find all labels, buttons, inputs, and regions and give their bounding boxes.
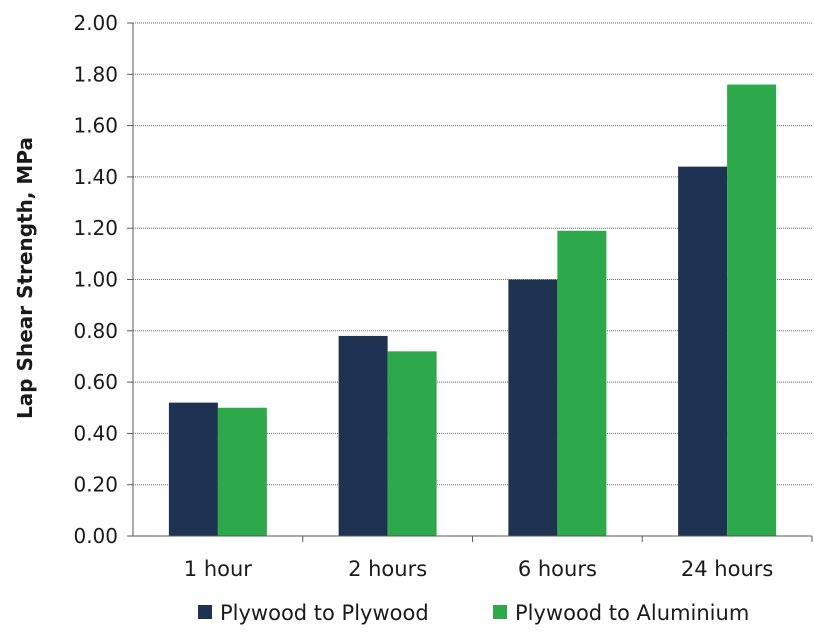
axes [127,22,813,542]
legend-swatch [198,605,212,619]
bar-plywood-to-plywood-1-hour [168,402,218,536]
y-tick-label: 0.60 [73,370,118,394]
y-tick-label: 1.60 [73,114,118,138]
bar-plywood-to-plywood-24-hours [678,166,728,536]
y-tick-label: 2.00 [73,11,118,35]
bar-plywood-to-plywood-2-hours [338,335,388,536]
y-tick-label: 1.40 [73,165,118,189]
bar-plywood-to-plywood-6-hours [508,279,558,536]
bars [168,84,777,536]
x-tick-labels: 1 hour 2 hours 6 hours 24 hours [184,557,774,581]
legend: Plywood to Plywood Plywood to Aluminium [198,601,749,625]
y-tick-label: 1.20 [73,216,118,240]
y-tick-labels: 0.00 0.20 0.40 0.60 0.80 1.00 1.20 1.40 1.60 1.80… [73,11,118,548]
legend-label: Plywood to Aluminium [515,601,749,625]
y-axis-label: Lap Shear Strength, MPa [13,137,37,419]
y-tick-label: 0.40 [73,421,118,445]
y-tick-label: 1.00 [73,268,118,292]
x-tick-label: 6 hours [518,557,597,581]
bar-plywood-to-aluminium-2-hours [387,351,437,536]
y-tick-label: 0.80 [73,319,118,343]
bar-plywood-to-aluminium-24-hours [727,84,777,536]
y-tick-label: 0.00 [73,524,118,548]
x-tick-label: 1 hour [184,557,253,581]
x-tick-label: 24 hours [681,557,773,581]
legend-label: Plywood to Plywood [220,601,429,625]
bar-plywood-to-aluminium-1-hour [217,407,267,536]
y-tick-label: 1.80 [73,62,118,86]
bar-plywood-to-aluminium-6-hours [557,230,607,536]
y-tick-label: 0.20 [73,473,118,497]
x-tick-label: 2 hours [348,557,427,581]
legend-swatch [493,605,507,619]
